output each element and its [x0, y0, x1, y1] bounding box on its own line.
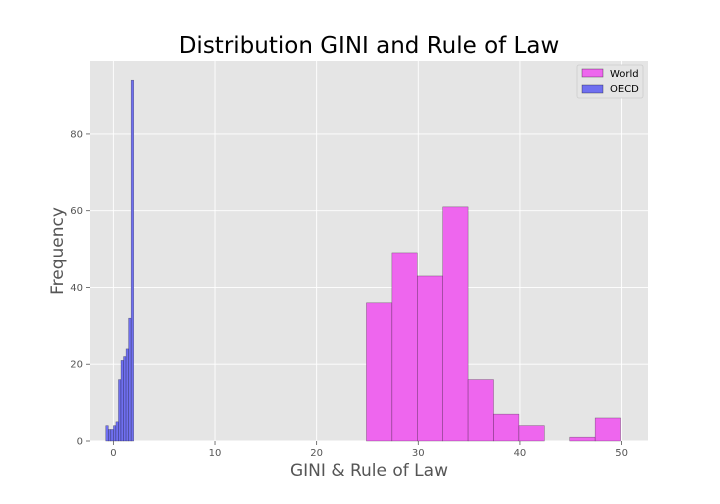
legend-label-oecd: OECD: [610, 84, 639, 95]
world-bar: [518, 425, 545, 442]
oecd-bar: [123, 356, 127, 442]
world-bar: [366, 302, 393, 442]
x-tick-label: 30: [412, 448, 425, 459]
x-tick-label: 50: [615, 448, 628, 459]
oecd-bar: [108, 429, 112, 442]
x-tick-label: 0: [110, 448, 116, 459]
legend-label-world: World: [610, 69, 639, 80]
oecd-bar: [110, 429, 114, 442]
world-bar: [594, 417, 621, 442]
legend: World OECD: [576, 64, 644, 99]
chart-title: Distribution GINI and Rule of Law: [179, 33, 560, 59]
y-axis-label: Frequency: [48, 207, 68, 295]
grid-lines: [90, 61, 648, 442]
oecd-bar: [120, 360, 124, 442]
world-bar: [442, 206, 469, 442]
world-bars: [366, 206, 621, 442]
oecd-bar: [128, 317, 132, 442]
legend-swatch-oecd: [581, 84, 604, 94]
world-bar: [391, 252, 418, 442]
y-tick-label: 40: [70, 283, 83, 294]
oecd-bar: [115, 421, 119, 442]
y-tick-label: 80: [70, 129, 83, 140]
oecd-bar: [118, 379, 122, 442]
x-tick-label: 20: [310, 448, 323, 459]
y-tick-label: 0: [77, 437, 83, 448]
x-axis-label: GINI & Rule of Law: [290, 461, 448, 481]
world-bar: [467, 379, 494, 442]
oecd-bar: [113, 425, 117, 442]
y-tick-label: 60: [70, 206, 83, 217]
oecd-bar: [125, 348, 129, 442]
legend-swatch-world: [581, 68, 604, 78]
world-bar: [417, 275, 443, 442]
x-axis-ticks: 0 10 20 30 40 50: [110, 441, 628, 459]
y-axis-ticks: 0 20 40 60 80: [70, 129, 90, 448]
oecd-bar: [130, 79, 134, 442]
y-tick-label: 20: [70, 360, 83, 371]
x-tick-label: 40: [514, 448, 527, 459]
world-bar: [493, 413, 520, 442]
oecd-bar: [105, 425, 109, 442]
oecd-bars: [105, 79, 134, 442]
x-tick-label: 10: [209, 448, 222, 459]
world-bar: [569, 436, 596, 442]
